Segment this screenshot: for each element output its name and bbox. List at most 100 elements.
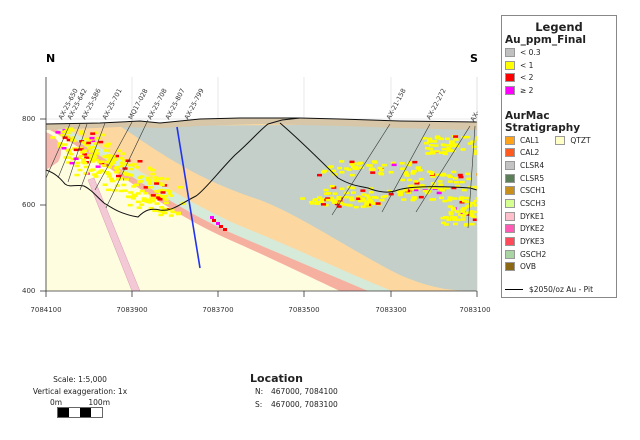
grade-block <box>460 208 466 211</box>
legend-item-label: DYKE2 <box>520 224 545 234</box>
grade-block <box>447 205 453 208</box>
grade-block <box>210 216 214 219</box>
grade-block <box>466 177 472 181</box>
grade-block <box>455 184 461 188</box>
grade-block <box>106 165 112 169</box>
legend-swatch <box>505 160 515 170</box>
scale-bar <box>57 407 103 418</box>
grade-block <box>77 168 83 172</box>
grade-block <box>452 197 458 200</box>
grade-block <box>418 177 424 181</box>
grade-block <box>66 156 72 159</box>
grade-block <box>104 171 109 174</box>
grade-block <box>82 153 88 156</box>
grade-block <box>97 170 103 173</box>
grade-block <box>322 169 328 173</box>
grade-block <box>451 170 457 174</box>
grade-block <box>163 201 169 205</box>
grade-block <box>128 167 134 171</box>
grade-block <box>400 178 406 182</box>
grade-block <box>115 169 121 172</box>
grade-block <box>366 196 372 199</box>
grade-block <box>379 198 385 202</box>
hole-label: AX-25-701 <box>101 87 124 121</box>
grade-block <box>475 173 477 176</box>
grade-block <box>339 187 345 190</box>
grade-block <box>435 173 441 176</box>
grade-block <box>314 202 320 205</box>
cross-section-plot: 800 600 400 7084100 7083900 7083700 7083… <box>22 52 491 314</box>
grade-block <box>426 152 432 155</box>
grade-block <box>121 163 127 166</box>
grade-block <box>349 160 355 164</box>
grade-block <box>439 189 445 192</box>
grade-block <box>137 180 143 184</box>
grade-block <box>212 219 216 222</box>
grade-block <box>109 177 114 181</box>
grade-block <box>161 207 167 211</box>
grade-block <box>57 142 63 145</box>
grade-block <box>89 150 94 153</box>
grade-block <box>101 164 107 167</box>
grade-block <box>426 140 432 143</box>
grade-block <box>91 157 97 160</box>
grade-block <box>401 198 407 201</box>
grade-block <box>346 168 352 171</box>
grade-block <box>159 206 165 209</box>
grade-block <box>403 187 409 191</box>
grade-block <box>168 194 174 197</box>
legend-item-strat: CLSR4 <box>505 159 616 172</box>
legend-item-label: ≥ 2 <box>520 85 534 95</box>
grade-block <box>317 173 322 177</box>
grade-block <box>337 166 343 170</box>
grade-block <box>398 192 404 195</box>
grade-block <box>449 144 455 148</box>
legend-swatch <box>505 173 515 183</box>
grade-block <box>471 145 477 149</box>
grade-block <box>391 163 397 167</box>
grade-block <box>461 136 467 139</box>
grade-block <box>475 137 477 141</box>
legend-item-label: $2050/oz Au - Pit <box>529 285 594 295</box>
grade-block <box>112 158 118 162</box>
grade-block <box>50 136 56 139</box>
grade-block <box>114 171 120 174</box>
grade-block <box>429 172 435 176</box>
grade-block <box>372 160 377 163</box>
unit-ovb <box>46 118 477 130</box>
grade-block <box>325 197 331 200</box>
legend-item-label: CSCH3 <box>520 199 546 209</box>
grade-block <box>158 177 164 180</box>
grade-block <box>66 151 72 154</box>
grade-block <box>348 196 354 199</box>
grade-block <box>454 143 460 146</box>
legend-swatch <box>505 237 515 247</box>
grade-block <box>152 197 158 200</box>
legend-swatch <box>505 135 515 145</box>
grade-block <box>475 136 477 139</box>
grade-block <box>146 178 151 182</box>
grade-block <box>451 186 457 190</box>
grade-block <box>74 164 80 168</box>
grade-block <box>158 213 164 217</box>
grade-block <box>412 160 418 164</box>
grade-block <box>94 152 100 155</box>
legend-item-strat: CAL1 QTZT <box>505 134 616 147</box>
grade-block <box>70 136 76 139</box>
grade-block <box>473 199 477 203</box>
grade-block <box>344 191 350 195</box>
legend-item-label: CLSR4 <box>520 160 545 170</box>
grade-block <box>177 186 183 189</box>
grade-block <box>369 167 375 170</box>
grade-block <box>319 198 325 201</box>
grade-block <box>467 142 473 145</box>
grade-block <box>118 156 124 160</box>
grade-block <box>116 174 121 178</box>
grade-block <box>216 222 220 225</box>
grade-block <box>426 170 432 173</box>
grade-block <box>332 192 338 195</box>
pit-outline <box>45 117 478 218</box>
grade-block <box>150 194 156 197</box>
grade-block <box>378 169 384 172</box>
grade-block <box>80 160 86 164</box>
